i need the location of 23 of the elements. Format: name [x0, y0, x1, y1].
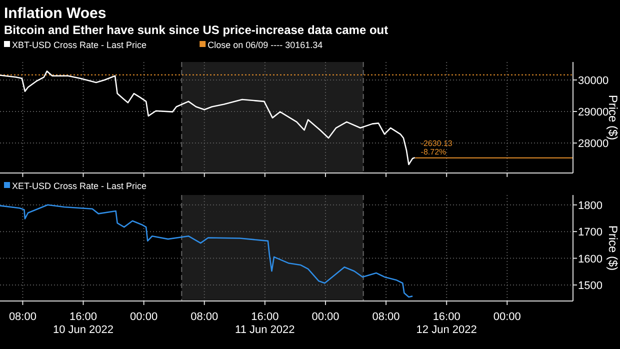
- y-tick-label: 30000: [578, 74, 609, 87]
- annotation: -2630.13 -8.72%: [420, 138, 453, 156]
- x-tick-label: 00:00: [493, 311, 521, 323]
- legend-label: Close on 06/09 ---- 30161.34: [208, 40, 323, 50]
- x-tick-label: 08:00: [190, 311, 218, 323]
- x-tick-label: 00:00: [130, 311, 158, 323]
- y-tick-label: 28000: [578, 138, 609, 150]
- x-tick-label: 16:00 12 Jun 2022: [416, 311, 477, 336]
- y-tick-label: 1700: [578, 226, 602, 239]
- y-tick-label: 29000: [578, 106, 609, 119]
- x-tick-label: 16:00 10 Jun 2022: [52, 311, 114, 336]
- chart-subtitle: Bitcoin and Ether have sunk since US price-increase data came out: [4, 23, 388, 37]
- x-tick-label: 16:00 11 Jun 2022: [235, 311, 295, 336]
- x-tick-label: 00:00: [312, 311, 340, 323]
- y-axis-title: Price ($): [606, 225, 620, 271]
- chart-title: Inflation Woes: [4, 5, 106, 22]
- x-tick-label: 08:00: [372, 311, 400, 323]
- y-tick-label: 1800: [578, 200, 602, 212]
- y-tick-label: 1500: [578, 280, 602, 292]
- x-tick-label: 08:00: [8, 311, 36, 323]
- legend-label: XET-USD Cross Rate - Last Price: [12, 181, 147, 191]
- legend-label: XBT-USD Cross Rate - Last Price: [12, 40, 147, 50]
- y-tick-label: 1600: [578, 253, 602, 266]
